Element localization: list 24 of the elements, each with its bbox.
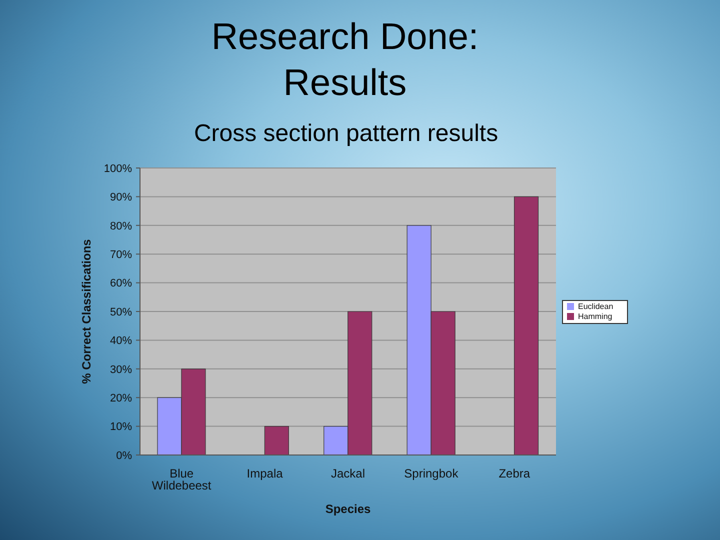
y-tick-label: 30%: [110, 364, 132, 376]
y-tick-label: 20%: [110, 392, 132, 405]
y-tick-label: 70%: [110, 249, 132, 262]
y-tick-label: 80%: [110, 220, 132, 232]
chart-title: Research Done: Results: [210, 15, 480, 105]
bar: [264, 426, 289, 455]
legend-label: Hamming: [578, 312, 612, 320]
y-tick-label: 10%: [110, 421, 132, 434]
y-tick-label: 60%: [110, 278, 132, 290]
x-tick-label: Jackal: [330, 466, 366, 481]
x-axis-title: Species: [325, 502, 371, 516]
chart-subtitle: Cross section pattern results: [192, 119, 500, 149]
x-tick-label: Springbok: [404, 466, 460, 481]
x-tick-label: Blue Wildebeest: [152, 466, 212, 493]
x-tick-label: Impala: [246, 466, 284, 481]
y-tick-label: 0%: [116, 450, 132, 462]
x-tick-label: Zebra: [498, 466, 530, 481]
y-axis-title: % Correct Classifications: [79, 238, 94, 384]
legend-label: Euclidean: [578, 302, 614, 310]
y-tick-label: 40%: [110, 335, 132, 348]
bar: [514, 196, 539, 455]
y-tick-label: 100%: [104, 162, 132, 175]
y-tick-label: 50%: [110, 306, 132, 318]
y-tick-label: 90%: [110, 192, 132, 204]
